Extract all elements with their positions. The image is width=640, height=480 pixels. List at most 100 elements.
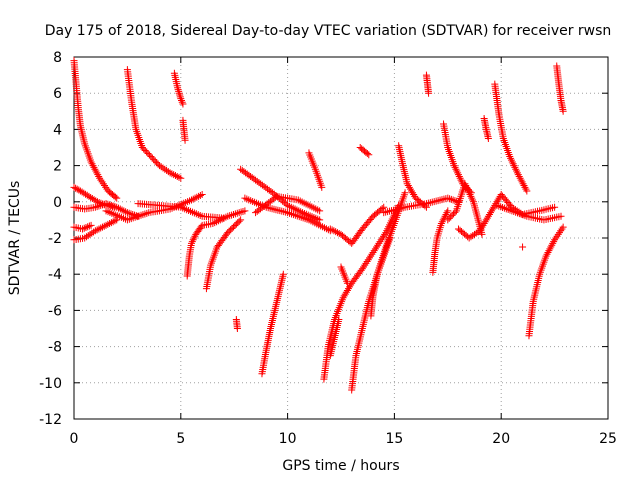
data-point (380, 232, 388, 240)
data-point (514, 171, 522, 179)
data-point (360, 263, 368, 271)
data-series-arc-26 (395, 142, 430, 211)
data-point (97, 176, 105, 184)
data-point (479, 221, 487, 229)
data-point (339, 294, 347, 302)
data-point (95, 225, 103, 233)
data-series-arc-27 (380, 194, 462, 217)
data-point (375, 239, 383, 247)
data-point (107, 201, 115, 209)
data-point (343, 279, 351, 287)
data-point (462, 182, 470, 190)
data-point (368, 250, 376, 258)
data-series-arc-19 (320, 201, 403, 383)
data-point (109, 202, 117, 210)
data-point (453, 167, 461, 175)
x-tick-label: 0 (70, 431, 79, 447)
data-point (333, 229, 341, 237)
data-point (106, 201, 114, 209)
data-series-arc-35 (493, 201, 565, 224)
data-point (237, 208, 245, 216)
x-tick-label: 5 (176, 431, 185, 447)
data-point (519, 243, 527, 251)
data-point (452, 165, 460, 173)
data-point (447, 213, 455, 221)
data-point (138, 144, 146, 151)
data-point (328, 226, 336, 234)
data-point (467, 233, 475, 241)
data-point (513, 169, 521, 177)
data-point (89, 162, 97, 170)
data-series-arc-33 (480, 115, 492, 142)
data-point (472, 229, 480, 237)
data-point (92, 197, 100, 205)
x-tick-label: 10 (279, 431, 297, 447)
data-point (455, 172, 463, 180)
data-point (107, 219, 115, 227)
gridlines (74, 57, 608, 419)
data-point (467, 192, 475, 200)
data-point (371, 245, 379, 253)
data-point (241, 207, 249, 215)
data-point (407, 187, 415, 195)
data-point (235, 217, 243, 225)
data-point (157, 163, 165, 171)
data-point (193, 193, 201, 201)
data-point (510, 162, 518, 170)
data-point (91, 227, 99, 235)
data-point (370, 247, 378, 255)
chart-title: Day 175 of 2018, Sidereal Day-to-day VTE… (45, 23, 612, 39)
x-tick-label: 25 (599, 431, 617, 447)
data-point (444, 216, 452, 224)
data-point (111, 203, 119, 211)
data-point (229, 210, 237, 218)
data-point (521, 183, 529, 191)
data-series-arc-22 (348, 189, 409, 394)
data-point (84, 232, 92, 240)
data-point (82, 224, 90, 232)
data-point (164, 168, 172, 176)
data-point (438, 218, 446, 226)
data-point (478, 223, 486, 231)
data-point (454, 171, 462, 179)
data-point (406, 185, 414, 193)
x-axis-label: GPS time / hours (282, 458, 399, 474)
data-point (554, 230, 562, 238)
data-point (363, 150, 371, 158)
data-point (145, 151, 153, 159)
data-point (99, 180, 107, 188)
data-point (559, 107, 567, 115)
data-point (190, 234, 198, 242)
data-point (233, 325, 241, 332)
data-point (147, 153, 155, 161)
y-tick-label: 8 (53, 50, 62, 66)
data-series-arc-11 (183, 207, 249, 280)
data-point (342, 288, 350, 296)
data-series-arc-10 (179, 116, 189, 144)
y-tick-label: -2 (48, 231, 62, 247)
y-tick-labels: -12 -10 -8 -6 -4 -2 0 2 4 6 8 (39, 50, 62, 428)
data-point (358, 265, 366, 273)
y-axis-label: SDTVAR / TECUs (7, 181, 23, 296)
y-tick-label: -6 (48, 303, 62, 319)
data-point (98, 201, 106, 209)
data-point (93, 169, 101, 177)
data-point (178, 98, 186, 106)
data-point (494, 196, 502, 204)
data-point (456, 174, 464, 182)
data-point (559, 223, 567, 231)
data-point (508, 158, 516, 166)
data-point (161, 165, 169, 173)
data-point (485, 210, 493, 218)
x-tick-labels: 0 5 10 15 20 25 (70, 431, 617, 447)
data-point (487, 209, 495, 217)
data-point (449, 196, 457, 204)
data-point (374, 241, 382, 249)
data-series-arc-13 (232, 315, 241, 332)
data-point (87, 158, 95, 166)
data-point (518, 178, 526, 186)
data-point (386, 234, 394, 242)
data-point (542, 252, 550, 260)
data-point (552, 234, 560, 242)
data-point (448, 211, 456, 219)
